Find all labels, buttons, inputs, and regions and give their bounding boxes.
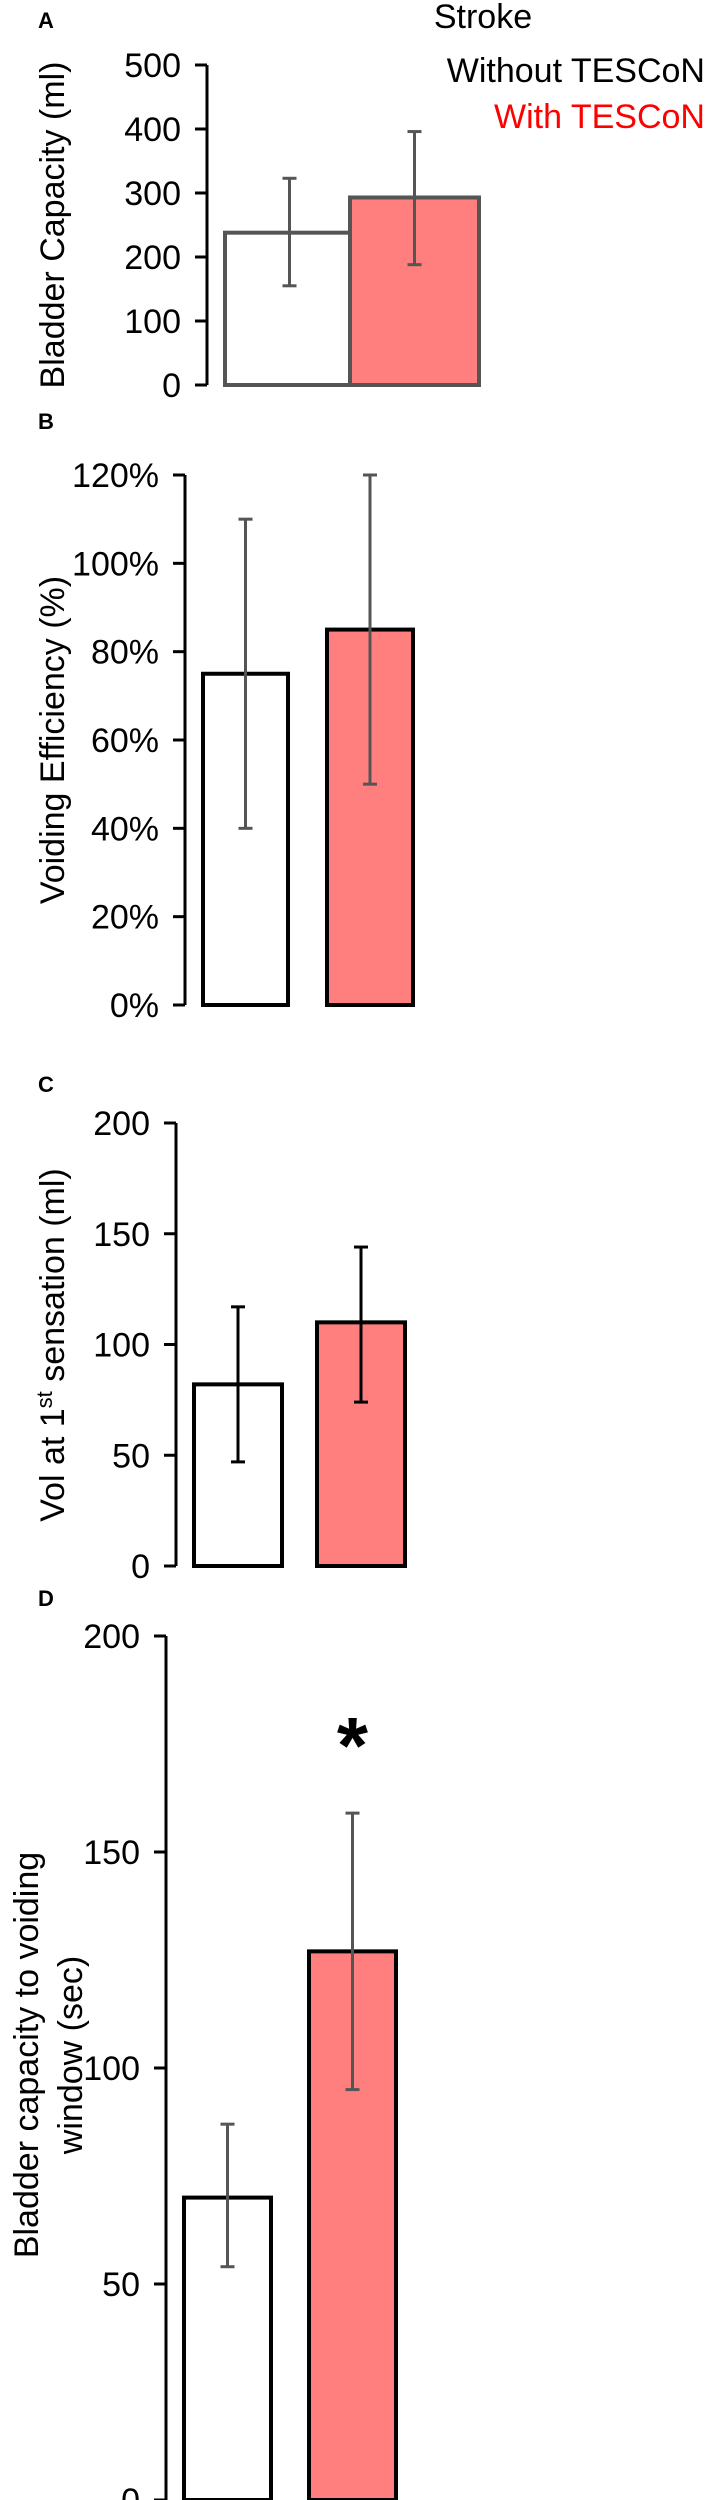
legend-without-tescon: Without TESCoN — [447, 52, 705, 90]
y-axis-label: Vol at 1st sensation (ml) — [32, 1168, 72, 1522]
figure-title: Stroke — [434, 0, 532, 36]
chart-panel-a: A 0 100 200 300 400 500 Bladder Capacity (ml) — [34, 8, 481, 405]
panel-letter: B — [38, 409, 54, 434]
panel-letter: A — [38, 8, 54, 33]
y-tick-label: 300 — [124, 175, 181, 213]
y-tick-label: 60% — [91, 722, 159, 760]
y-axis-label: Bladder capacity to voiding — [8, 1852, 46, 2258]
y-tick-label: 0 — [162, 367, 181, 405]
y-tick-label: 400 — [124, 111, 181, 149]
panel-letter: D — [38, 1586, 54, 1611]
y-tick-label: 150 — [83, 1834, 140, 1872]
y-tick-label: 80% — [91, 634, 159, 672]
y-axis-label: Voiding Efficiency (%) — [34, 576, 72, 904]
y-tick-label: 0% — [110, 987, 159, 1025]
y-tick-label: 200 — [93, 1105, 150, 1143]
y-tick-label: 200 — [124, 239, 181, 277]
legend-with-tescon: With TESCoN — [494, 98, 705, 136]
y-tick-label: 150 — [93, 1216, 150, 1254]
y-tick-label: 20% — [91, 899, 159, 937]
y-axis-label: Bladder Capacity (ml) — [34, 62, 72, 389]
chart-panel-d: D 0 50 100 150 200 Bladder capacity to voiding… — [8, 1586, 398, 2500]
y-tick-label: 500 — [124, 47, 181, 85]
significance-marker: * — [337, 1701, 369, 1790]
chart-panel-b: B 0% 20% 40% 60% 80% 100% 120% Voiding Efficienc… — [34, 409, 415, 1025]
y-tick-label: 50 — [112, 1437, 150, 1475]
y-tick-label: 40% — [91, 810, 159, 848]
y-tick-label: 50 — [102, 2266, 140, 2304]
y-tick-label: 200 — [83, 1618, 140, 1656]
y-tick-label: 0 — [131, 1548, 150, 1586]
y-tick-label: 120% — [72, 457, 159, 495]
panel-letter: C — [38, 1072, 54, 1097]
y-tick-label: 100 — [93, 1327, 150, 1365]
chart-panel-c: C 0 50 100 150 200 Vol at 1st sensation (ml) — [32, 1072, 407, 1586]
y-tick-label: 100 — [83, 2050, 140, 2088]
y-axis-label: window (sec) — [52, 1956, 90, 2155]
y-tick-label: 0 — [121, 2482, 140, 2500]
y-tick-label: 100% — [72, 545, 159, 583]
y-tick-label: 100 — [124, 303, 181, 341]
